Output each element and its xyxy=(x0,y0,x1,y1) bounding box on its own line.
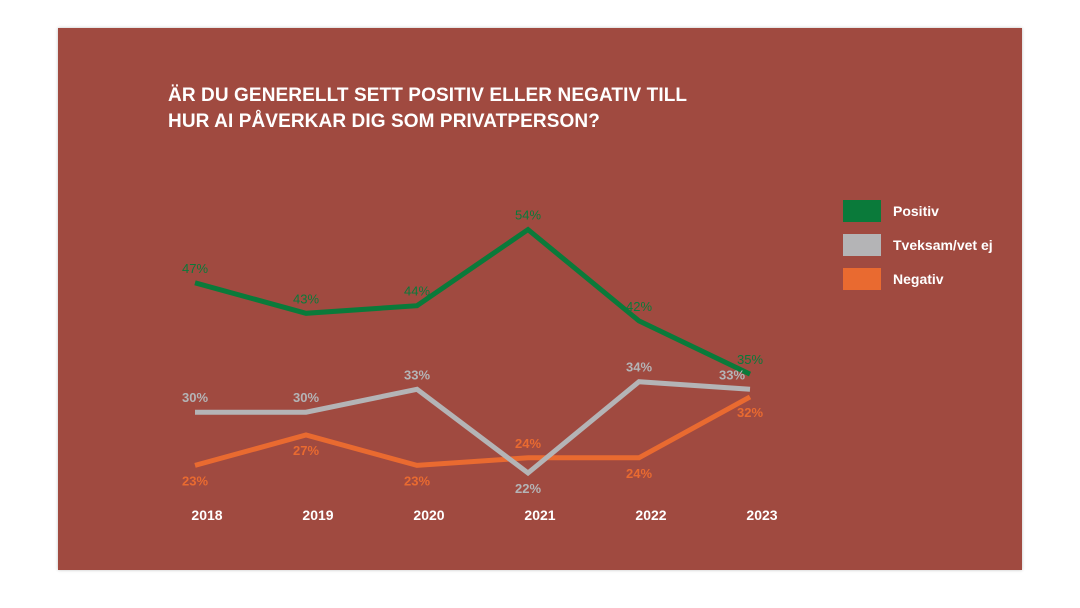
x-tick-label-2021: 2021 xyxy=(524,507,555,523)
legend-label-negativ: Negativ xyxy=(893,271,944,287)
legend-label-tveksam: Tveksam/vet ej xyxy=(893,237,993,253)
x-tick-label-2023: 2023 xyxy=(746,507,777,523)
data-label-negativ-2021: 24% xyxy=(515,436,541,451)
legend-label-positiv: Positiv xyxy=(893,203,939,219)
data-label-negativ-2023: 32% xyxy=(737,405,763,420)
chart-title-line-2: HUR AI PÅVERKAR DIG SOM PRIVATPERSON? xyxy=(168,111,600,132)
legend: Positiv Tveksam/vet ej Negativ xyxy=(843,200,993,302)
data-label-tveksam-vet-ej-2021: 22% xyxy=(515,481,541,496)
legend-item-negativ: Negativ xyxy=(843,268,993,290)
data-label-tveksam-vet-ej-2023: 33% xyxy=(719,367,745,382)
data-label-negativ-2019: 27% xyxy=(293,443,319,458)
series-line-positiv xyxy=(194,226,752,377)
series-line-tveksam-vet-ej xyxy=(195,379,751,477)
data-label-positiv-2018: 47% xyxy=(182,261,208,276)
data-label-tveksam-vet-ej-2022: 34% xyxy=(626,360,652,375)
data-label-negativ-2020: 23% xyxy=(404,473,430,488)
data-label-positiv-2021: 54% xyxy=(515,208,541,223)
legend-item-tveksam: Tveksam/vet ej xyxy=(843,234,993,256)
data-label-positiv-2020: 44% xyxy=(404,284,430,299)
data-label-positiv-2022: 42% xyxy=(626,299,652,314)
data-label-tveksam-vet-ej-2020: 33% xyxy=(404,367,430,382)
data-label-negativ-2022: 24% xyxy=(626,466,652,481)
data-label-tveksam-vet-ej-2018: 30% xyxy=(182,390,208,405)
data-label-positiv-2023: 35% xyxy=(737,352,763,367)
legend-swatch-positiv xyxy=(843,200,881,222)
legend-item-positiv: Positiv xyxy=(843,200,993,222)
data-label-tveksam-vet-ej-2019: 30% xyxy=(293,390,319,405)
x-tick-label-2020: 2020 xyxy=(413,507,444,523)
legend-swatch-tveksam xyxy=(843,234,881,256)
chart-title-line-1: ÄR DU GENERELLT SETT POSITIV ELLER NEGAT… xyxy=(168,85,688,106)
x-tick-label-2019: 2019 xyxy=(302,507,333,523)
x-tick-label-2018: 2018 xyxy=(191,507,222,523)
legend-swatch-negativ xyxy=(843,268,881,290)
series-line-negativ xyxy=(194,394,752,468)
data-label-negativ-2018: 23% xyxy=(182,473,208,488)
chart-title: ÄR DU GENERELLT SETT POSITIV ELLER NEGAT… xyxy=(168,83,687,135)
chart-slide xyxy=(58,28,1022,570)
x-tick-label-2022: 2022 xyxy=(635,507,666,523)
data-label-positiv-2019: 43% xyxy=(293,291,319,306)
